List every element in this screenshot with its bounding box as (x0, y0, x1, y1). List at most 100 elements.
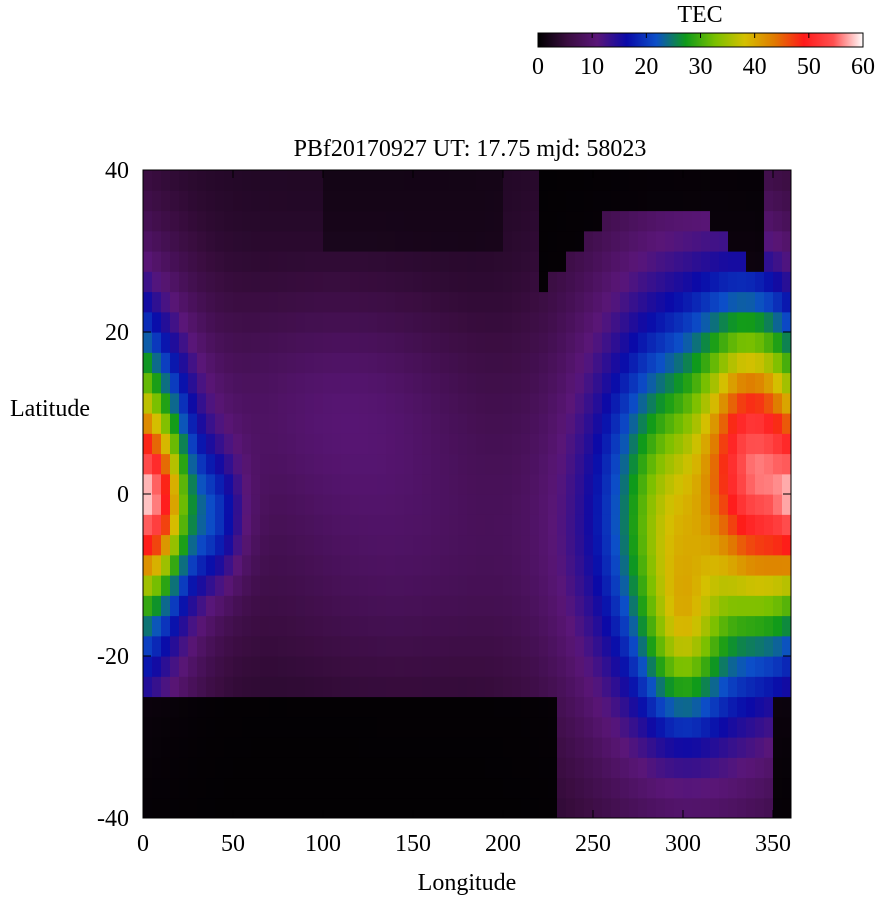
heatmap-cell (242, 413, 252, 434)
heatmap-cell (503, 433, 513, 455)
heatmap-cell (368, 332, 378, 353)
heatmap-cell (485, 777, 495, 799)
heatmap-cell (539, 554, 549, 576)
heatmap-cell (476, 635, 486, 657)
heatmap-cell (458, 251, 468, 272)
heatmap-cell (485, 716, 495, 738)
heatmap-cell (206, 392, 216, 414)
heatmap-cell (746, 311, 756, 333)
heatmap-cell (197, 676, 207, 698)
heatmap-cell (170, 716, 180, 738)
heatmap-cell (251, 676, 261, 698)
heatmap-cell (305, 797, 315, 818)
heatmap-cell (755, 170, 765, 191)
heatmap-cell (395, 433, 405, 455)
heatmap-cell (161, 372, 171, 394)
heatmap-cell (341, 210, 351, 232)
heatmap-cell (152, 757, 162, 779)
heatmap-cell (683, 332, 693, 353)
heatmap-cell (575, 676, 585, 698)
heatmap-cell (539, 190, 549, 212)
heatmap-cell (755, 210, 765, 232)
heatmap-cell (566, 656, 576, 677)
heatmap-cell (422, 737, 432, 758)
heatmap-cell (575, 332, 585, 353)
heatmap-cell (296, 514, 306, 536)
heatmap-cell (395, 656, 405, 677)
heatmap-cell (341, 230, 351, 252)
heatmap-cell (530, 230, 540, 252)
heatmap-cell (521, 777, 531, 799)
heatmap-cell (233, 635, 243, 657)
heatmap-cell (530, 595, 540, 617)
heatmap-cell (530, 332, 540, 353)
heatmap-cell (449, 251, 459, 272)
heatmap-cell (458, 473, 468, 495)
heatmap-cell (152, 251, 162, 272)
heatmap-cell (746, 797, 756, 818)
heatmap-cell (602, 494, 612, 515)
heatmap-cell (413, 170, 423, 191)
heatmap-cell (683, 575, 693, 596)
heatmap-cell (215, 737, 225, 758)
heatmap-cell (485, 332, 495, 353)
heatmap-cell (539, 271, 549, 293)
heatmap-cell (242, 554, 252, 576)
heatmap-cell (719, 251, 729, 272)
heatmap-cell (251, 433, 261, 455)
heatmap-cell (764, 251, 774, 272)
heatmap-cell (458, 230, 468, 252)
heatmap-cell (629, 716, 639, 738)
heatmap-cell (269, 311, 279, 333)
heatmap-cell (485, 473, 495, 495)
heatmap-cell (575, 716, 585, 738)
heatmap-cell (377, 737, 387, 758)
heatmap-cell (494, 210, 504, 232)
heatmap-cell (602, 615, 612, 637)
heatmap-cell (233, 757, 243, 779)
heatmap-cell (197, 554, 207, 576)
heatmap-cell (296, 413, 306, 434)
heatmap-cell (584, 575, 594, 596)
heatmap-cell (539, 230, 549, 252)
heatmap-cell (296, 251, 306, 272)
heatmap-cell (746, 514, 756, 536)
heatmap-cell (251, 716, 261, 738)
heatmap-cell (620, 251, 630, 272)
heatmap-cell (746, 676, 756, 698)
heatmap-cell (440, 514, 450, 536)
heatmap-cell (215, 473, 225, 495)
heatmap-cell (539, 170, 549, 191)
heatmap-cell (512, 757, 522, 779)
x-tick-label: 50 (221, 831, 245, 857)
heatmap-cell (368, 230, 378, 252)
heatmap-cell (143, 311, 153, 333)
heatmap-cell (782, 575, 791, 596)
heatmap-cell (467, 311, 477, 333)
heatmap-cell (602, 635, 612, 657)
heatmap-cell (251, 190, 261, 212)
heatmap-cell (773, 413, 783, 434)
heatmap-cell (620, 352, 630, 374)
heatmap-cell (566, 210, 576, 232)
heatmap-cell (557, 210, 567, 232)
heatmap-cell (179, 595, 189, 617)
heatmap-cell (449, 271, 459, 293)
heatmap-cell (782, 514, 791, 536)
heatmap-cell (296, 433, 306, 455)
heatmap-cell (422, 797, 432, 818)
heatmap-cell (638, 433, 648, 455)
heatmap-cell (566, 170, 576, 191)
heatmap-cell (260, 777, 270, 799)
heatmap-cell (188, 757, 198, 779)
heatmap-cell (494, 615, 504, 637)
heatmap-cell (224, 473, 234, 495)
heatmap-cell (503, 271, 513, 293)
heatmap-cell (476, 170, 486, 191)
heatmap-cell (557, 676, 567, 698)
heatmap-cell (584, 554, 594, 576)
heatmap-cell (548, 291, 558, 313)
heatmap-cell (530, 696, 540, 718)
heatmap-cell (404, 473, 414, 495)
